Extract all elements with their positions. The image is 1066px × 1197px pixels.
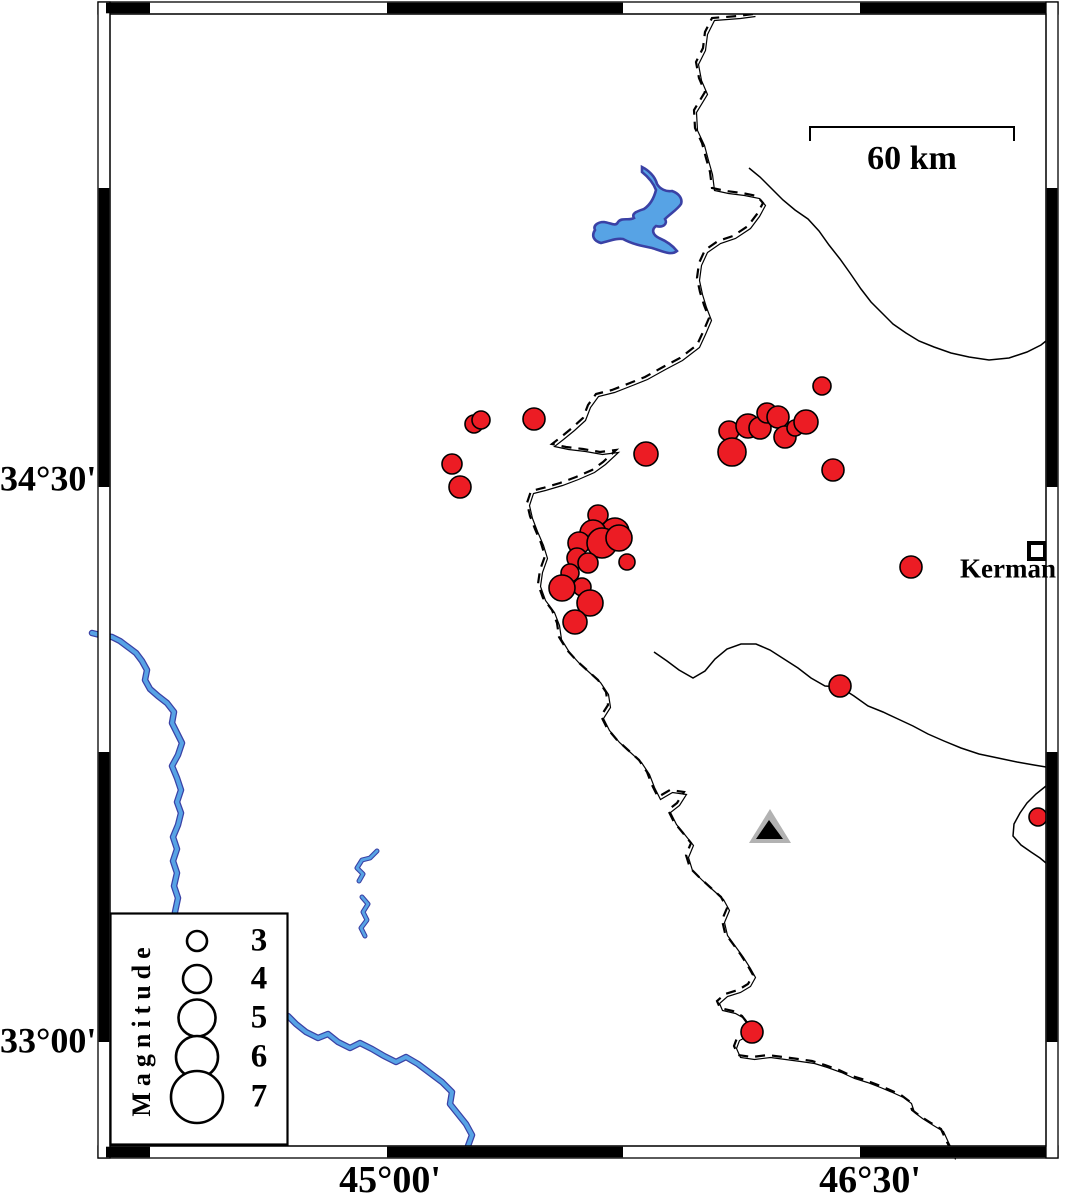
earthquake-marker — [577, 552, 599, 574]
earthquake-marker — [441, 453, 463, 475]
earthquake-marker — [548, 574, 576, 602]
lake — [591, 164, 683, 255]
earthquake-marker — [828, 674, 852, 698]
river-west — [88, 629, 186, 926]
longitude-label-45-00: 45°00' — [339, 1159, 441, 1197]
earthquake-marker — [717, 437, 747, 467]
legend-circle — [185, 929, 209, 953]
legend-magnitude-label-7: 7 — [250, 1078, 268, 1115]
earthquake-marker — [812, 376, 832, 396]
earthquake-marker — [618, 553, 636, 571]
earthquake-marker — [605, 524, 633, 552]
legend-circle — [177, 998, 217, 1038]
earthquake-marker — [576, 589, 604, 617]
international-border — [525, 12, 957, 1160]
longitude-label-46-30: 46°30' — [819, 1159, 921, 1197]
earthquake-marker — [740, 1020, 764, 1044]
earthquake-marker — [471, 410, 491, 430]
river-south — [284, 1012, 476, 1150]
legend-magnitude-label-6: 6 — [250, 1038, 268, 1075]
station-triangle-icon — [749, 809, 791, 843]
legend-magnitude-label-5: 5 — [250, 999, 268, 1036]
earthquake-marker — [1028, 807, 1048, 827]
legend-circle — [169, 1069, 225, 1125]
legend-magnitude-label-4: 4 — [250, 960, 268, 997]
river-small-upper — [354, 848, 380, 884]
city-square-icon — [1027, 541, 1047, 561]
earthquake-marker — [448, 475, 472, 499]
river-small-lower — [358, 894, 371, 939]
earthquake-marker — [793, 409, 819, 435]
latitude-label-34-30: 34°30' — [0, 458, 97, 499]
city-label: Kerman — [960, 553, 1056, 584]
legend-title: Magnitude — [127, 941, 156, 1117]
legend-box — [109, 912, 289, 1146]
scale-bar-label: 60 km — [867, 140, 957, 177]
earthquake-marker — [821, 458, 845, 482]
earthquake-marker — [899, 555, 923, 579]
earthquake-marker — [633, 441, 659, 467]
earthquake-marker — [562, 609, 588, 635]
earthquake-marker — [766, 405, 790, 429]
legend-circles — [169, 929, 225, 1125]
legend-magnitude-label-3: 3 — [250, 922, 268, 959]
admin-boundary-southeast — [1012, 785, 1047, 864]
earthquake-marker — [522, 407, 546, 431]
earthquake-layer — [441, 376, 1048, 1044]
admin-boundary-northeast — [748, 167, 1047, 361]
scale-bar — [809, 126, 1015, 141]
map-frame — [97, 1, 1059, 1159]
legend-circle — [181, 963, 213, 995]
latitude-label-33-00: 33°00' — [0, 1020, 97, 1061]
